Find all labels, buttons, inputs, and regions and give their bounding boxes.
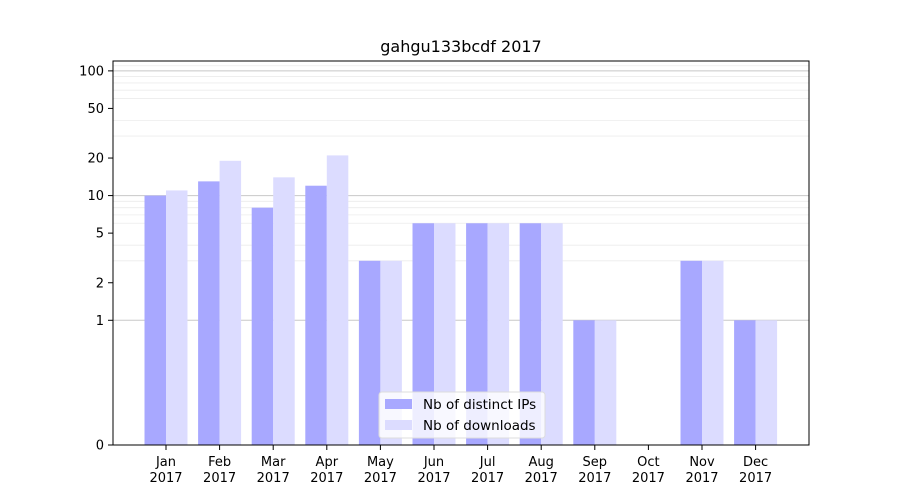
y-axis: 0 1 2 5 10 20 50 100	[79, 64, 113, 454]
bar-ips	[251, 207, 274, 445]
x-tick-label: Jul 2017	[471, 455, 504, 486]
legend: Nb of distinct IPs Nb of downloads	[378, 391, 546, 439]
x-tick-label-line: 2017	[632, 471, 665, 486]
legend-box	[378, 391, 546, 439]
x-tick-label: Jan 2017	[149, 455, 182, 486]
y-tick-label: 1	[96, 314, 104, 329]
x-tick-label-line: Aug	[529, 455, 554, 470]
y-tick-label: 50	[87, 102, 104, 117]
legend-swatch	[385, 420, 412, 430]
bar-ips	[466, 223, 488, 445]
x-tick-label-line: Feb	[208, 455, 231, 470]
bar-ips	[144, 195, 166, 445]
x-tick-label-line: 2017	[417, 471, 450, 486]
x-tick-label-line: 2017	[525, 471, 558, 486]
bars	[144, 155, 778, 445]
bar-ips	[358, 260, 381, 445]
x-tick-label: Sep 2017	[578, 455, 611, 486]
y-tick-label: 0	[96, 439, 104, 454]
x-tick-label: May 2017	[364, 455, 397, 486]
x-tick-label: Feb 2017	[203, 455, 236, 486]
y-tick-label: 2	[96, 276, 104, 291]
bar-downloads	[219, 160, 242, 445]
legend-swatch	[385, 399, 412, 409]
x-tick-label-line: Apr	[316, 455, 339, 470]
x-tick-label: Mar 2017	[257, 455, 290, 486]
x-tick-label-line: Jun	[423, 455, 444, 470]
x-tick-label-line: Jan	[155, 455, 176, 470]
bar-ips	[412, 223, 434, 445]
x-tick-label-line: 2017	[257, 471, 290, 486]
bar-downloads	[326, 155, 349, 445]
bar-downloads	[594, 320, 617, 445]
x-tick-label: Oct 2017	[632, 455, 665, 486]
x-tick-label-line: 2017	[578, 471, 611, 486]
plot-frame	[112, 60, 810, 446]
legend-label: Nb of distinct IPs	[423, 397, 536, 413]
bar-ips	[305, 185, 327, 445]
x-tick-label-line: 2017	[364, 471, 397, 486]
bar-ips	[680, 260, 702, 445]
x-tick-label-line: 2017	[471, 471, 504, 486]
x-tick-label: Apr 2017	[310, 455, 343, 486]
x-tick-label-line: Oct	[637, 455, 659, 470]
x-tick-label-line: Nov	[689, 455, 715, 470]
y-tick-label: 20	[87, 152, 104, 167]
bar-downloads	[273, 177, 295, 445]
bar-downloads	[487, 223, 510, 445]
bar-ips	[573, 320, 595, 445]
x-tick-label-line: Jul	[479, 455, 496, 470]
bar-downloads	[541, 223, 563, 445]
x-tick-label: Nov 2017	[685, 455, 718, 486]
y-tick-label: 100	[79, 64, 104, 79]
y-tick-label: 5	[96, 227, 104, 242]
x-tick-label-line: May	[367, 455, 394, 470]
bar-downloads	[702, 260, 724, 445]
x-tick-label: Dec 2017	[739, 455, 772, 486]
x-tick-label-line: Dec	[743, 455, 768, 470]
x-tick-label-line: 2017	[685, 471, 718, 486]
bar-ips	[734, 320, 756, 445]
x-tick-label-line: 2017	[739, 471, 772, 486]
bar-ips	[519, 223, 542, 445]
bar-downloads	[755, 320, 778, 445]
x-tick-label-line: Mar	[261, 455, 286, 470]
legend-label: Nb of downloads	[423, 418, 536, 434]
bar-downloads	[166, 190, 188, 445]
y-tick-label: 10	[87, 189, 104, 204]
x-tick-label: Jun 2017	[417, 455, 450, 486]
bar-ips	[198, 181, 220, 445]
bar-downloads	[434, 223, 456, 445]
x-tick-label-line: 2017	[149, 471, 182, 486]
x-tick-label: Aug 2017	[525, 455, 558, 486]
x-tick-label-line: 2017	[203, 471, 236, 486]
chart-title: gahgu133bcdf 2017	[380, 37, 541, 56]
x-tick-label-line: Sep	[583, 455, 608, 470]
x-tick-label-line: 2017	[310, 471, 343, 486]
